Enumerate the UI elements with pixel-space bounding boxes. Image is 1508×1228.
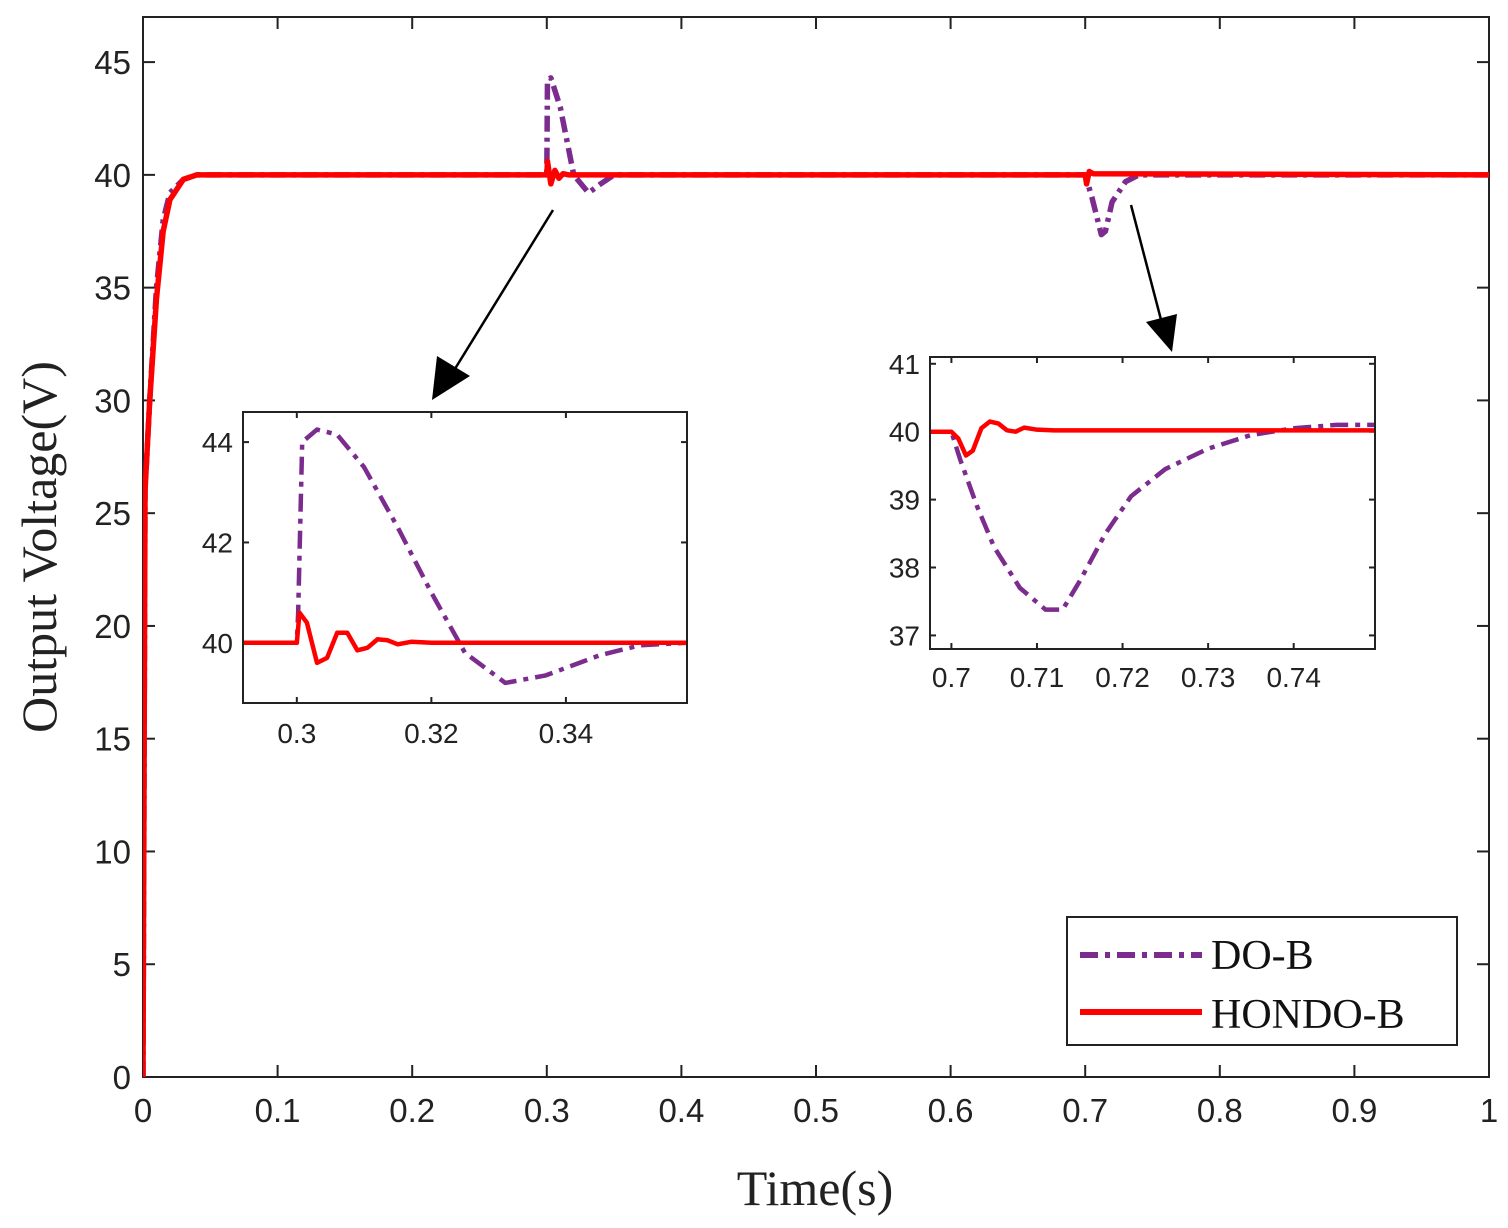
x-tick-label: 0.32 <box>404 718 459 749</box>
x-tick-label: 0.6 <box>928 1092 974 1129</box>
x-tick-label: 0.74 <box>1266 662 1321 693</box>
legend: DO-B HONDO-B <box>1066 916 1458 1046</box>
zoom-arrow-1 <box>443 209 555 386</box>
y-tick-label: 42 <box>202 527 233 558</box>
series-line-do-b <box>243 427 687 686</box>
inset-1-frame <box>242 411 688 704</box>
y-tick-label: 0 <box>113 1059 131 1096</box>
inset-1: 0.3 0.32 0.34 40 42 44 <box>202 411 688 749</box>
x-tick-label: 0.7 <box>932 662 971 693</box>
x-tick-label: 0.7 <box>1062 1092 1108 1129</box>
x-tick-label: 0.2 <box>389 1092 435 1129</box>
legend-box <box>1066 916 1458 1046</box>
y-tick-label: 41 <box>889 349 920 380</box>
y-tick-label: 40 <box>202 628 233 659</box>
x-tick-label: 0.73 <box>1181 662 1236 693</box>
y-tick-label: 38 <box>889 553 920 584</box>
series-line-hondo-b <box>930 419 1375 458</box>
series-line-hondo-b <box>243 610 687 666</box>
y-tick-label: 44 <box>202 427 233 458</box>
inset-2: 0.7 0.71 0.72 0.73 0.74 37 38 39 40 41 <box>889 349 1376 693</box>
x-tick-label: 0.71 <box>1010 662 1065 693</box>
zoom-arrow-1-head <box>432 356 470 400</box>
x-tick-label: 0.34 <box>539 718 594 749</box>
inset-1-background <box>243 412 687 703</box>
y-axis-title: Output Voltage(V) <box>11 361 67 733</box>
y-tick-label: 35 <box>94 270 131 307</box>
x-tick-label: 0.3 <box>277 718 316 749</box>
y-tick-label: 39 <box>889 485 920 516</box>
inset-2-frame <box>929 356 1376 650</box>
x-axis-title: Time(s) <box>737 1160 894 1216</box>
y-tick-label: 30 <box>94 382 131 419</box>
legend-label-do-b: DO-B <box>1211 933 1314 979</box>
main-series <box>143 75 1489 1077</box>
inset-1-ticks: 0.3 0.32 0.34 40 42 44 <box>202 412 687 749</box>
y-tick-label: 25 <box>94 495 131 532</box>
main-ticks: 0 0.1 0.2 0.3 0.4 0.5 0.6 0.7 0.8 0.9 105101520253… <box>94 17 1498 1129</box>
x-tick-label: 0.1 <box>255 1092 301 1129</box>
x-tick-label: 0.9 <box>1331 1092 1377 1129</box>
x-tick-label: 0.4 <box>658 1092 704 1129</box>
zoom-arrows <box>432 204 1177 400</box>
legend-label-hondo-b: HONDO-B <box>1211 992 1405 1038</box>
series-line-do-b <box>930 422 1375 612</box>
y-tick-label: 40 <box>889 417 920 448</box>
inset-2-series <box>930 419 1375 612</box>
y-tick-label: 15 <box>94 721 131 758</box>
y-tick-label: 10 <box>94 833 131 870</box>
y-tick-label: 45 <box>94 44 131 81</box>
y-tick-label: 37 <box>889 620 920 651</box>
x-tick-label: 0 <box>134 1092 152 1129</box>
x-tick-label: 0.3 <box>524 1092 570 1129</box>
zoom-arrow-2 <box>1129 204 1167 336</box>
inset-1-series <box>243 427 687 686</box>
inset-2-ticks: 0.7 0.71 0.72 0.73 0.74 37 38 39 40 41 <box>889 349 1375 693</box>
x-tick-label: 0.8 <box>1197 1092 1243 1129</box>
y-tick-label: 5 <box>113 946 131 983</box>
x-tick-label: 0.5 <box>793 1092 839 1129</box>
x-tick-label: 0.72 <box>1095 662 1150 693</box>
zoom-arrow-2-head <box>1146 314 1177 352</box>
inset-2-background <box>930 357 1375 649</box>
x-tick-label: 1 <box>1480 1092 1498 1129</box>
y-tick-label: 20 <box>94 608 131 645</box>
main-plot: 0 0.1 0.2 0.3 0.4 0.5 0.6 0.7 0.8 0.9 105101520253… <box>11 16 1498 1216</box>
series-line-hondo-b <box>143 158 1489 1077</box>
y-tick-label: 40 <box>94 157 131 194</box>
